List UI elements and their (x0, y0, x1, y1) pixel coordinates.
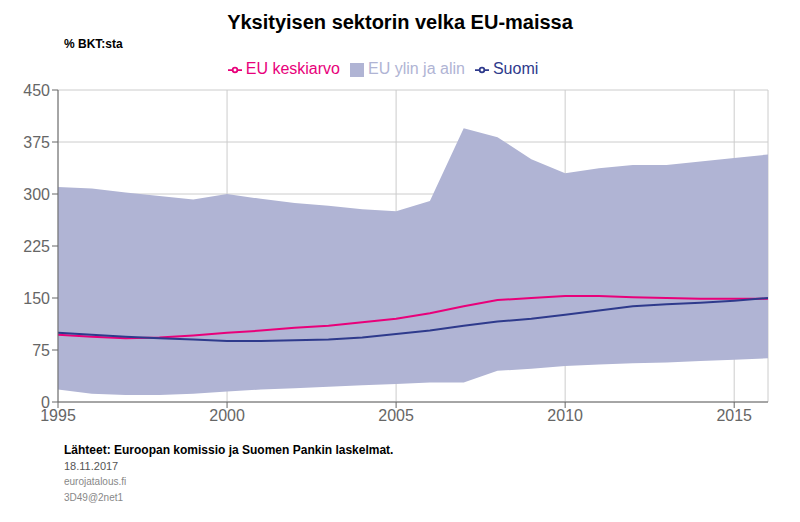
svg-text:75: 75 (32, 342, 50, 359)
html-text:EU ylin ja alin: EU ylin ja alin (368, 60, 465, 77)
svg-text:150: 150 (23, 290, 50, 307)
svg-text:225: 225 (23, 238, 50, 255)
html-text:Yksityisen sektorin velka EU-m: Yksityisen sektorin velka EU-maissa (227, 11, 573, 33)
html-text:Suomi: Suomi (492, 60, 539, 77)
html-text:% BKT:sta: % BKT:sta (64, 37, 123, 51)
html-text:EU keskiarvo: EU keskiarvo (245, 60, 340, 77)
svg-text:2010: 2010 (547, 407, 583, 424)
svg-text:2015: 2015 (716, 407, 752, 424)
svg-text:0: 0 (41, 394, 50, 411)
svg-text:2000: 2000 (209, 407, 245, 424)
svg-text:375: 375 (23, 134, 50, 151)
svg-text:300: 300 (23, 186, 50, 203)
html-text:18.11.2017: 18.11.2017 (64, 460, 119, 472)
html-text:eurojatalous.fi: eurojatalous.fi (64, 476, 127, 487)
html-text:Lähteet: Euroopan komissio ja: Lähteet: Euroopan komissio ja Suomen Pan… (64, 443, 394, 457)
svg-text:450: 450 (23, 82, 50, 99)
html-text:3D49@2net1: 3D49@2net1 (64, 492, 124, 503)
svg-text:1995: 1995 (40, 407, 76, 425)
svg-text:2005: 2005 (378, 407, 414, 424)
